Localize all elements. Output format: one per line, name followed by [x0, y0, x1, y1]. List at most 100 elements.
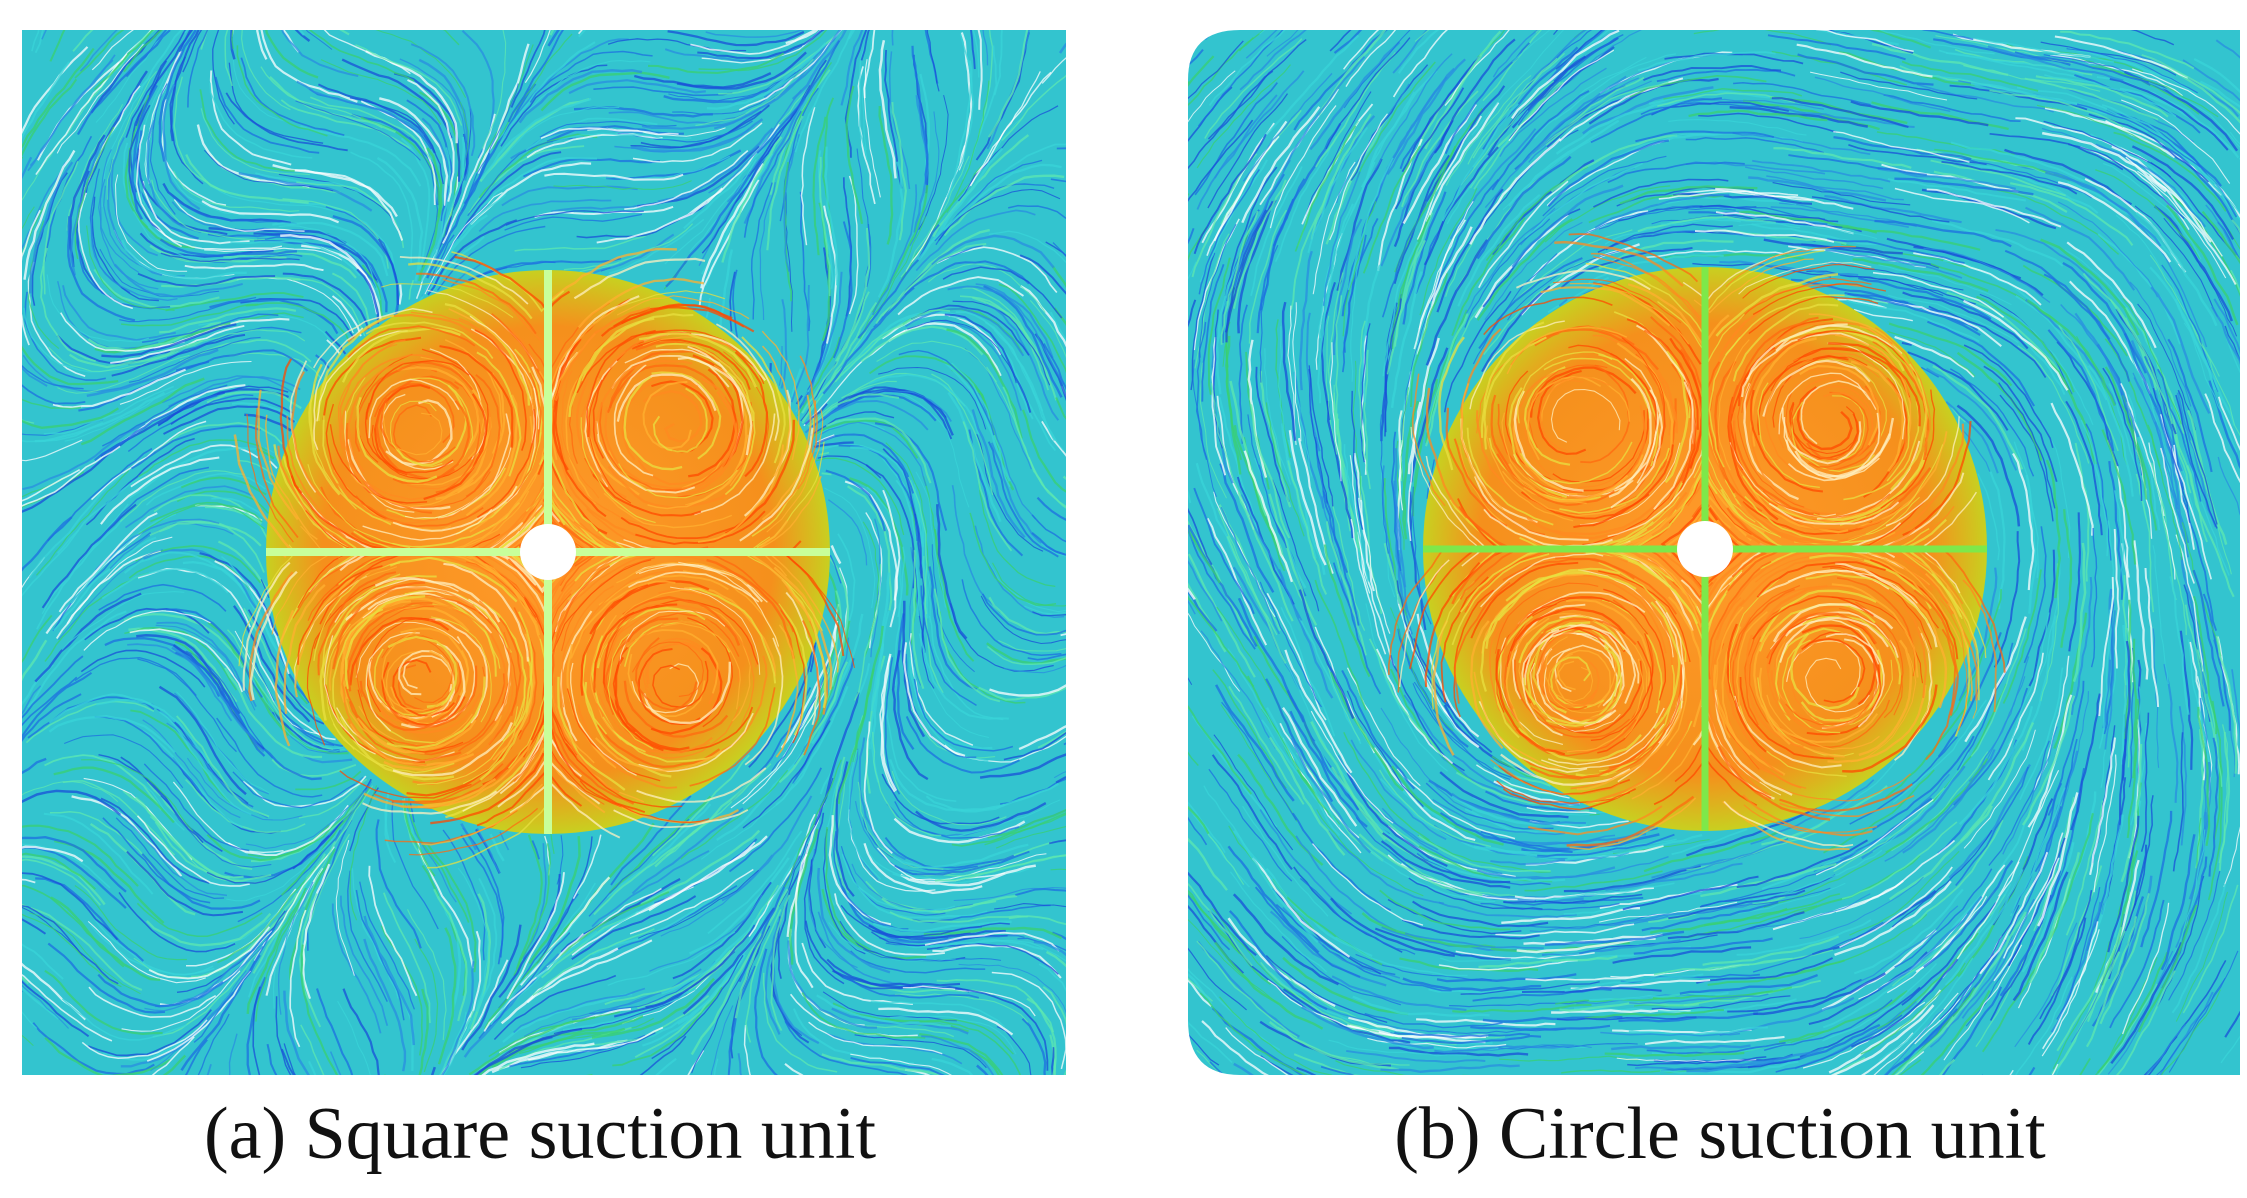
streamline	[1604, 1051, 1745, 1058]
streamline	[1778, 773, 1911, 802]
streamline	[1771, 97, 1909, 129]
streamline	[1776, 105, 1915, 128]
streamline	[1890, 363, 1928, 491]
streamline	[787, 940, 878, 1029]
streamline	[593, 233, 675, 274]
streamline	[22, 614, 53, 664]
streamline	[1901, 902, 1998, 1006]
streamline	[560, 585, 614, 708]
streamline	[339, 339, 406, 449]
streamline	[1499, 67, 1607, 158]
streamline	[781, 578, 827, 709]
streamline	[2133, 540, 2149, 680]
streamline	[871, 922, 1010, 939]
streamline	[1637, 215, 1776, 233]
streamline	[22, 757, 47, 775]
streamline	[1387, 898, 1522, 935]
streamline	[2167, 338, 2213, 473]
streamline	[1469, 320, 1565, 410]
streamline	[1201, 264, 1225, 402]
streamline	[1933, 170, 2068, 213]
streamline	[639, 1035, 687, 1075]
streamline	[882, 448, 923, 579]
streamline	[1932, 365, 2024, 470]
streamline	[1394, 448, 1407, 588]
streamline	[238, 172, 373, 212]
streamline	[750, 182, 773, 320]
streamline	[57, 354, 190, 394]
streamline	[1894, 868, 1993, 968]
streamline	[972, 30, 980, 78]
streamline	[141, 853, 261, 910]
streamline	[1188, 553, 1256, 678]
streamline	[588, 818, 690, 917]
streamline	[988, 230, 1066, 264]
streamline	[1425, 239, 1489, 366]
streamline	[132, 211, 254, 260]
streamline	[2148, 174, 2237, 285]
streamline	[938, 188, 1061, 241]
streamline	[1598, 239, 1734, 270]
streamline	[114, 174, 188, 272]
streamline	[93, 918, 214, 976]
streamline	[2014, 51, 2151, 86]
streamline	[1333, 30, 1440, 54]
streamline	[470, 328, 536, 444]
streamline	[1430, 581, 1476, 710]
streamline	[1490, 759, 1621, 796]
streamline	[850, 1053, 953, 1075]
streamline	[1214, 941, 1324, 1030]
streamline	[1543, 357, 1651, 419]
streamline	[1188, 37, 1255, 140]
streamline	[1736, 503, 1867, 545]
streamline	[570, 662, 637, 776]
streamline	[201, 200, 340, 224]
streamline	[2168, 829, 2206, 964]
streamline	[52, 368, 186, 409]
streamline	[1506, 326, 1628, 375]
streamline	[1188, 898, 1214, 1002]
streamline	[676, 51, 807, 90]
streamline	[1564, 973, 1704, 992]
streamline	[1707, 560, 1772, 680]
streamline	[531, 840, 540, 860]
streamline	[1398, 559, 1450, 688]
streamline	[129, 628, 243, 693]
streamline	[909, 480, 929, 619]
streamline	[1759, 589, 1877, 643]
streamline	[501, 185, 638, 207]
streamline	[1869, 580, 1928, 699]
streamline	[1657, 998, 1797, 1014]
streamline	[1517, 33, 1624, 126]
streamline	[1963, 299, 2069, 391]
streamline	[478, 600, 512, 728]
streamline	[513, 843, 552, 977]
streamline	[2224, 325, 2240, 455]
streamline	[942, 359, 1011, 482]
streamline	[90, 216, 178, 302]
streamline	[1839, 607, 1903, 716]
streamline	[1585, 262, 1703, 333]
streamline	[2074, 74, 2201, 134]
streamline	[1772, 603, 1894, 643]
streamline	[481, 1042, 595, 1075]
streamline	[1492, 30, 1596, 78]
streamline	[1826, 238, 1965, 264]
streamline	[742, 691, 826, 805]
streamline	[2220, 947, 2240, 1064]
streamline	[978, 483, 1056, 588]
streamline	[106, 70, 157, 200]
streamline	[577, 30, 583, 35]
streamline	[1993, 857, 2060, 982]
streamline	[1917, 543, 1987, 659]
streamline	[336, 482, 463, 524]
streamline	[249, 570, 298, 701]
streamline	[1518, 616, 1626, 664]
streamline	[913, 678, 1014, 752]
streamline	[64, 734, 184, 789]
streamline	[687, 617, 733, 728]
streamline	[1738, 261, 1872, 295]
streamline	[246, 413, 294, 543]
streamline	[157, 385, 289, 427]
streamline	[761, 345, 792, 477]
